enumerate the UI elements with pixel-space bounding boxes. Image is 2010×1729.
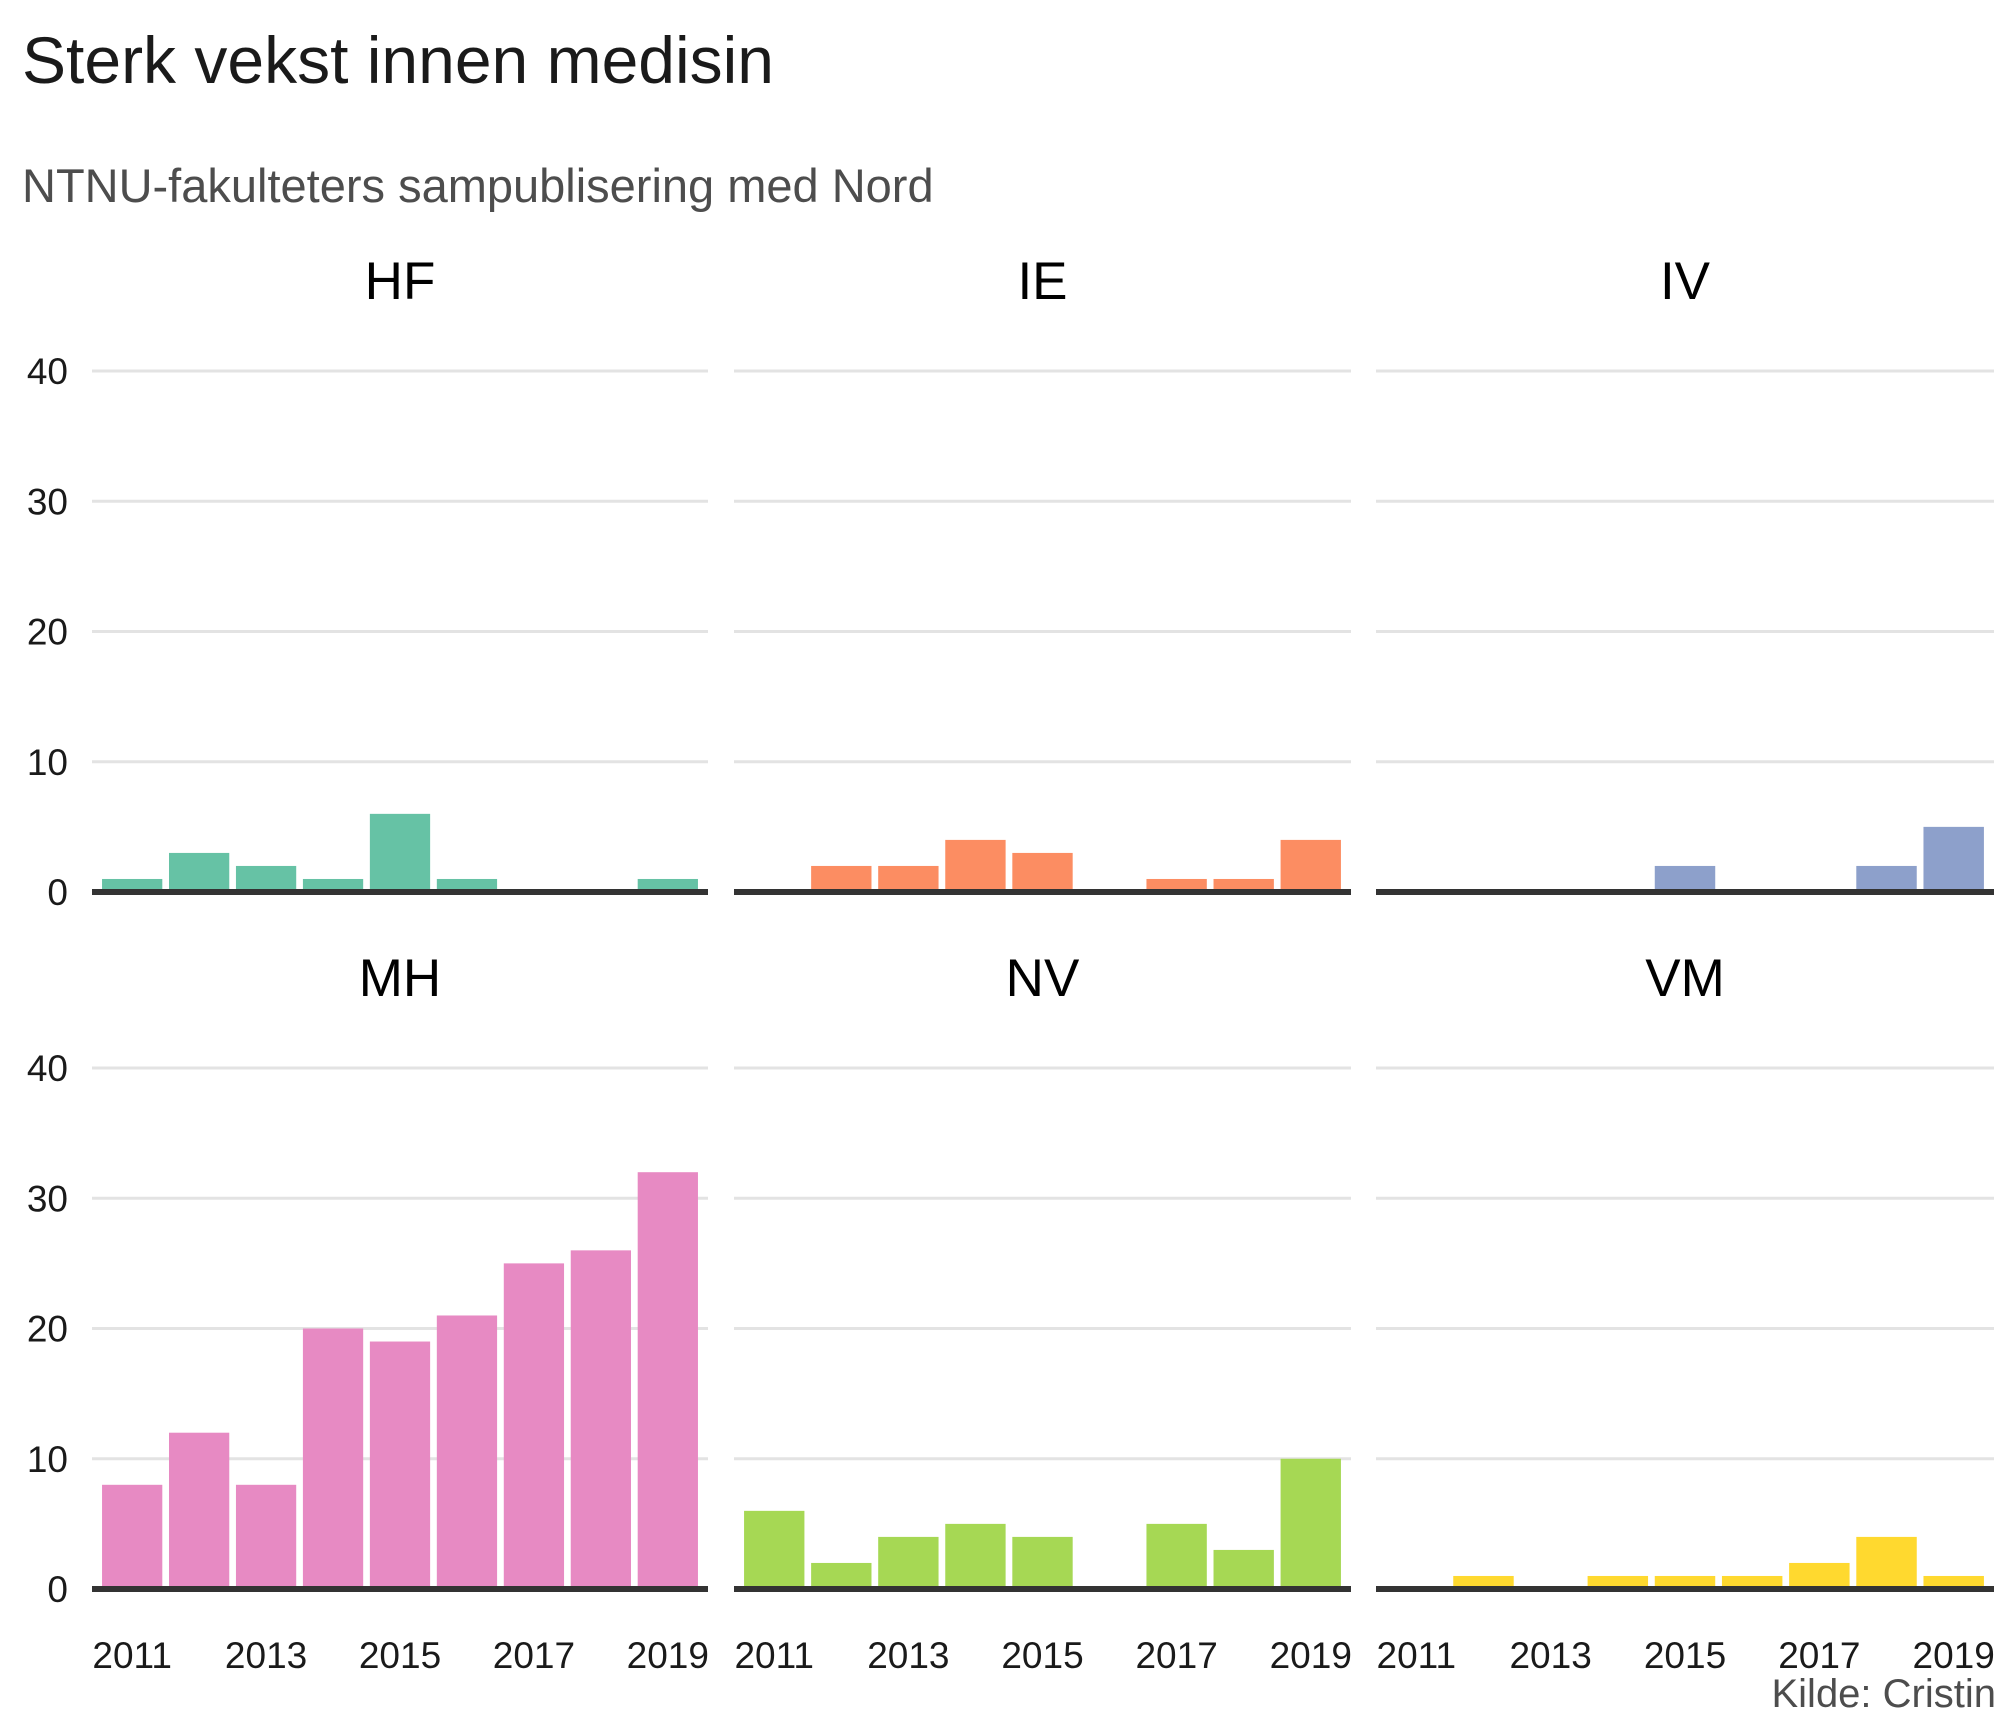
facet-title: NV [1006, 949, 1080, 1008]
y-tick-label: 0 [47, 1569, 68, 1610]
facet-title: IE [1017, 252, 1067, 311]
bar [811, 865, 872, 892]
facet-title: VM [1645, 949, 1725, 1008]
bar [637, 878, 698, 892]
facet-ie: IE [734, 252, 1351, 895]
x-tick-label: 2015 [1001, 1635, 1083, 1676]
bar [1587, 1575, 1649, 1589]
bar [1856, 1536, 1917, 1589]
y-tick-label: 20 [27, 1309, 68, 1350]
bar [1146, 1523, 1207, 1589]
bar [1213, 878, 1274, 892]
facet-hf: HF 0 10 20 30 40 [27, 252, 708, 913]
facet-title: HF [365, 252, 436, 311]
x-tick-label: 2011 [92, 1635, 172, 1676]
bar [369, 813, 431, 892]
bar [811, 1562, 872, 1589]
chart-caption: Kilde: Cristin [1771, 1672, 1996, 1716]
y-tick-label: 0 [47, 872, 68, 913]
y-tick-label: 40 [27, 351, 68, 392]
bar [1654, 865, 1716, 892]
bar [369, 1341, 431, 1589]
x-tick-label: 2019 [627, 1635, 709, 1676]
bar [169, 852, 230, 892]
x-tick-label: 2019 [1270, 1635, 1352, 1676]
x-tick-label: 2011 [1377, 1635, 1457, 1676]
bar [1280, 1458, 1341, 1589]
bar [503, 1263, 565, 1589]
bar [1856, 865, 1917, 892]
bar [102, 1484, 163, 1589]
bar [1923, 1575, 1984, 1589]
y-tick-label: 30 [27, 481, 68, 522]
bar [878, 865, 939, 892]
bar [1012, 1536, 1073, 1589]
facet-title: IV [1660, 252, 1711, 311]
x-tick-label: 2017 [493, 1635, 575, 1676]
bar [1280, 839, 1341, 892]
y-tick-label: 10 [27, 1439, 68, 1480]
bar [302, 1328, 364, 1589]
x-tick-label: 2017 [1135, 1635, 1217, 1676]
x-tick-label: 2011 [734, 1635, 814, 1676]
bar [1453, 1575, 1514, 1589]
facet-title: MH [359, 949, 441, 1008]
x-tick-label: 2015 [1644, 1635, 1726, 1676]
bar [1654, 1575, 1716, 1589]
bar [1012, 852, 1073, 892]
x-tick-label: 2013 [225, 1635, 307, 1676]
bar [1213, 1549, 1274, 1589]
y-tick-label: 20 [27, 612, 68, 653]
bar [637, 1172, 698, 1589]
x-tick-label: 2019 [1913, 1635, 1995, 1676]
bar [945, 1523, 1006, 1589]
chart-title: Sterk vekst innen medisin [22, 23, 775, 97]
bar [744, 1510, 805, 1589]
bar [102, 878, 163, 892]
bar [436, 1315, 498, 1589]
bar [1721, 1575, 1783, 1589]
bar [302, 878, 364, 892]
bar [878, 1536, 939, 1589]
bar [235, 1484, 297, 1589]
x-tick-label: 2013 [1509, 1635, 1591, 1676]
facet-mh: MH 0 10 20 30 40 2011 2013 2015 2017 2019 [27, 949, 709, 1676]
bar [945, 839, 1006, 892]
y-tick-label: 10 [27, 742, 68, 783]
x-tick-label: 2015 [359, 1635, 441, 1676]
facet-vm: VM 2011 2013 2015 2017 2019 [1376, 949, 1995, 1676]
x-tick-label: 2013 [867, 1635, 949, 1676]
bar [1146, 878, 1207, 892]
chart-subtitle: NTNU-fakulteters sampublisering med Nord [22, 159, 934, 212]
bar [1789, 1562, 1850, 1589]
x-tick-label: 2017 [1778, 1635, 1860, 1676]
y-tick-label: 40 [27, 1048, 68, 1089]
bar [1923, 826, 1984, 892]
facet-iv: IV [1376, 252, 1994, 895]
bar [235, 865, 297, 892]
bar [570, 1250, 631, 1589]
bar [436, 878, 498, 892]
facet-nv: NV 2011 2013 2015 2017 2019 [734, 949, 1352, 1676]
bar [169, 1432, 230, 1589]
y-tick-label: 30 [27, 1178, 68, 1219]
